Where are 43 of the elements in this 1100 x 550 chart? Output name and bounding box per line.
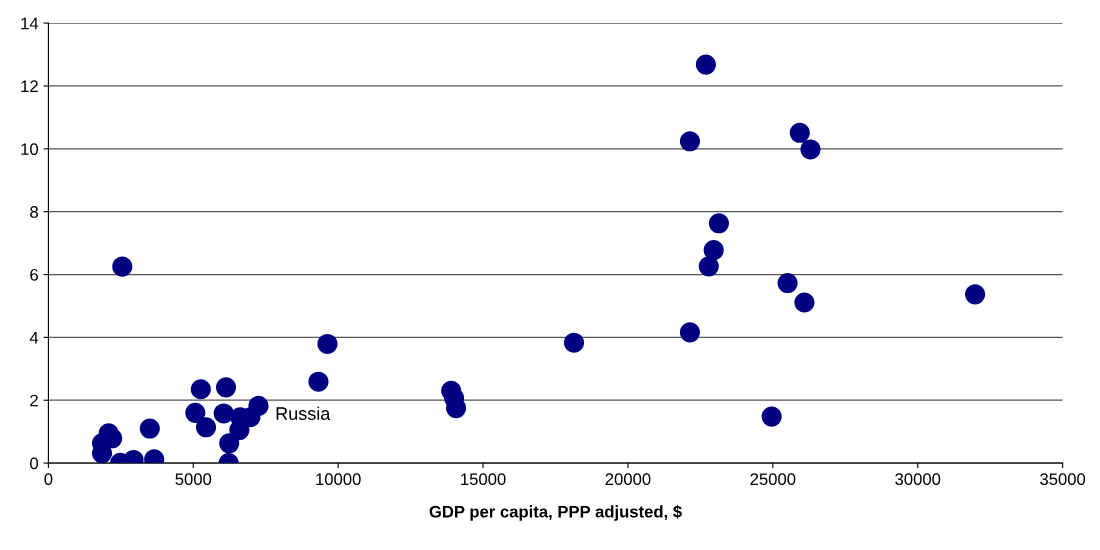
point xyxy=(679,131,701,152)
y-tick-label: 6 xyxy=(30,268,38,281)
point xyxy=(563,332,585,353)
point xyxy=(703,239,724,261)
y-tick-label: 0 xyxy=(30,457,39,470)
point xyxy=(761,406,782,427)
annotation: Russia xyxy=(276,406,331,420)
point xyxy=(708,213,729,234)
point xyxy=(698,256,719,277)
x-tick-label: 0 xyxy=(44,473,53,486)
point xyxy=(695,54,716,75)
point xyxy=(213,403,234,424)
x-tick-label: 5000 xyxy=(175,473,212,486)
y-tick-label: 4 xyxy=(29,331,39,344)
point xyxy=(215,377,237,398)
point xyxy=(185,402,206,423)
y-tick-label: 2 xyxy=(30,394,38,407)
point xyxy=(190,379,211,400)
point xyxy=(308,371,329,392)
point xyxy=(195,417,217,438)
point xyxy=(777,272,798,294)
point xyxy=(248,395,269,416)
y-tick-label: 14 xyxy=(21,17,39,30)
point xyxy=(789,122,810,143)
x-tick-label: 20000 xyxy=(605,473,651,486)
y-tick-label: 8 xyxy=(30,206,38,218)
point xyxy=(219,433,240,454)
point xyxy=(679,322,701,343)
y-tick-label: 12 xyxy=(21,80,38,92)
x-tick-label: 15000 xyxy=(461,473,506,486)
x-tick-label: 30000 xyxy=(895,473,941,486)
point xyxy=(965,284,986,305)
point xyxy=(794,292,815,313)
point xyxy=(139,418,160,439)
point xyxy=(112,256,133,277)
y-tick-label: 10 xyxy=(21,143,39,156)
x-tick-label: 10000 xyxy=(316,473,361,486)
x-tick-label: 25000 xyxy=(750,473,796,486)
point xyxy=(446,398,467,419)
point xyxy=(317,333,338,355)
x-axis-title: GDP per capita, PPP adjusted, $ xyxy=(429,505,682,521)
x-tick-label: 35000 xyxy=(1040,473,1086,486)
point xyxy=(800,139,821,160)
